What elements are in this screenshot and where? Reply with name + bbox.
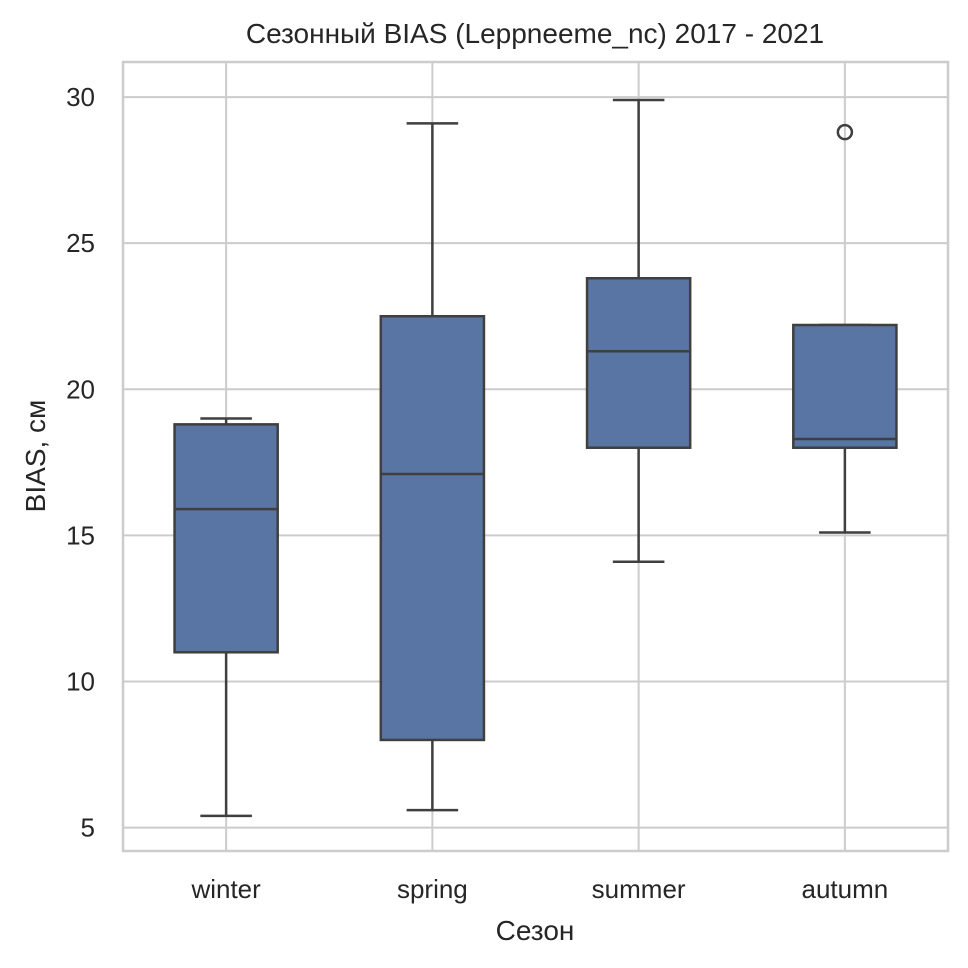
chart-title: Сезонный BIAS (Leppneeme_nc) 2017 - 2021 [246, 18, 824, 49]
iqr-box-autumn [792, 323, 898, 449]
iqr-box-summer [585, 276, 692, 449]
x-tick-labels: winter spring summer autumn [190, 874, 888, 904]
x-tick-label-winter: winter [190, 874, 261, 904]
y-tick-label-20: 20 [66, 374, 95, 404]
y-tick-label-5: 5 [81, 813, 95, 843]
box-autumn [792, 123, 898, 534]
iqr-box-spring [379, 314, 486, 742]
x-tick-label-autumn: autumn [802, 874, 889, 904]
y-tick-label-30: 30 [66, 82, 95, 112]
box-spring [379, 122, 486, 812]
x-tick-label-summer: summer [592, 874, 686, 904]
y-tick-label-25: 25 [66, 228, 95, 258]
iqr-box-winter [173, 423, 279, 654]
box-winter [173, 417, 279, 818]
y-axis-label: BIAS, см [20, 400, 51, 513]
x-axis-label: Сезон [496, 915, 575, 946]
y-tick-label-10: 10 [66, 667, 95, 697]
y-tick-label-15: 15 [66, 520, 95, 550]
boxes [173, 98, 898, 818]
plot-frame [121, 60, 950, 853]
box-summer [585, 98, 692, 563]
x-tick-label-spring: spring [397, 874, 468, 904]
outlier-autumn-0 [836, 123, 854, 141]
y-tick-labels: 5 10 15 20 25 30 [66, 82, 95, 843]
